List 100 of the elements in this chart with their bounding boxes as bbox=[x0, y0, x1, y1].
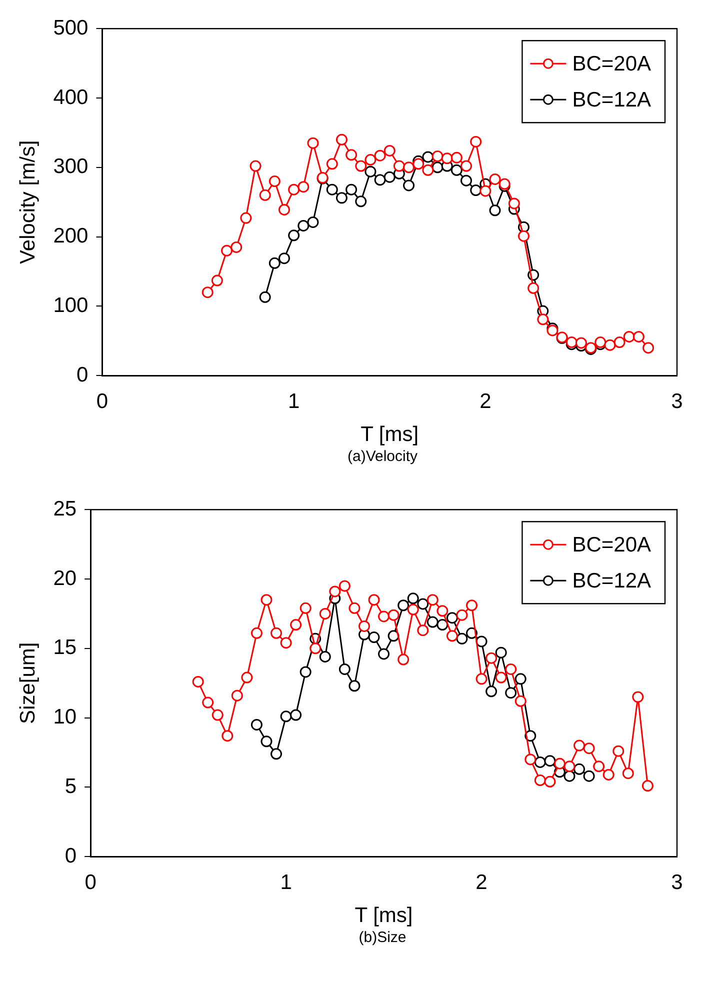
point bbox=[476, 636, 488, 648]
point bbox=[470, 136, 482, 148]
point bbox=[307, 216, 319, 228]
point bbox=[575, 337, 587, 349]
point bbox=[221, 244, 233, 256]
point bbox=[310, 642, 322, 654]
point bbox=[300, 602, 312, 614]
point bbox=[259, 189, 271, 201]
point bbox=[364, 154, 376, 166]
point bbox=[466, 600, 478, 612]
point bbox=[298, 220, 310, 232]
y-tick-label: 0 bbox=[64, 844, 77, 868]
point bbox=[192, 676, 204, 688]
point bbox=[544, 755, 556, 767]
point bbox=[240, 212, 252, 224]
point bbox=[290, 709, 302, 721]
point bbox=[241, 672, 253, 684]
point bbox=[632, 691, 644, 703]
point bbox=[288, 184, 300, 196]
point bbox=[260, 736, 272, 748]
point bbox=[358, 620, 370, 632]
point bbox=[436, 605, 448, 617]
point bbox=[374, 174, 386, 186]
point bbox=[336, 192, 348, 204]
point bbox=[348, 680, 360, 692]
point bbox=[355, 196, 367, 208]
point bbox=[460, 160, 472, 172]
point bbox=[260, 594, 272, 606]
point bbox=[486, 652, 498, 664]
point bbox=[642, 342, 654, 354]
point bbox=[486, 686, 498, 698]
point bbox=[398, 654, 410, 666]
point bbox=[384, 171, 396, 183]
point bbox=[374, 150, 386, 162]
y-tick-label: 0 bbox=[76, 363, 88, 386]
point bbox=[280, 710, 292, 722]
point bbox=[460, 174, 472, 186]
point bbox=[202, 696, 214, 708]
point bbox=[270, 748, 282, 760]
x-tick-label: 2 bbox=[476, 870, 488, 894]
x-axis-title: T [ms] bbox=[354, 904, 413, 928]
point bbox=[326, 158, 338, 170]
point bbox=[446, 612, 458, 624]
y-tick-label: 100 bbox=[53, 294, 88, 317]
point bbox=[534, 756, 546, 768]
point bbox=[514, 673, 526, 685]
point bbox=[346, 184, 358, 196]
point bbox=[278, 252, 290, 264]
point bbox=[622, 768, 634, 780]
point bbox=[450, 152, 462, 164]
point bbox=[231, 690, 243, 702]
point bbox=[470, 184, 482, 196]
point bbox=[574, 763, 586, 775]
text: (b)Size bbox=[358, 929, 408, 946]
point bbox=[329, 586, 341, 598]
point bbox=[319, 608, 331, 620]
x-tick-label: 2 bbox=[480, 390, 492, 413]
point bbox=[222, 730, 234, 742]
point bbox=[574, 740, 586, 752]
point bbox=[212, 709, 224, 721]
point bbox=[378, 610, 390, 622]
point bbox=[642, 780, 654, 792]
point bbox=[508, 198, 520, 210]
point bbox=[307, 137, 319, 149]
point bbox=[278, 204, 290, 216]
point bbox=[250, 718, 262, 730]
point bbox=[422, 151, 434, 163]
point bbox=[403, 162, 415, 174]
point bbox=[355, 160, 367, 172]
y-tick-label: 15 bbox=[53, 636, 77, 660]
y-tick-label: 20 bbox=[53, 566, 77, 590]
point bbox=[364, 166, 376, 178]
x-tick-label: 1 bbox=[280, 870, 292, 894]
point bbox=[426, 616, 438, 628]
point bbox=[250, 627, 262, 639]
point bbox=[288, 230, 300, 242]
point bbox=[338, 663, 350, 675]
point bbox=[417, 598, 429, 610]
point bbox=[518, 230, 530, 242]
point bbox=[270, 627, 282, 639]
point bbox=[403, 180, 415, 192]
point bbox=[298, 181, 310, 193]
point bbox=[407, 604, 419, 616]
point bbox=[417, 624, 429, 636]
point bbox=[300, 666, 312, 678]
x-tick-label: 3 bbox=[671, 390, 683, 413]
point bbox=[489, 173, 501, 185]
point bbox=[319, 650, 331, 662]
point bbox=[388, 609, 400, 621]
point bbox=[393, 160, 405, 172]
y-tick-label: 10 bbox=[53, 706, 77, 729]
text: (a)Velocity bbox=[346, 448, 419, 465]
point bbox=[480, 185, 492, 197]
point bbox=[268, 257, 280, 269]
point bbox=[230, 241, 242, 253]
point bbox=[441, 152, 453, 164]
y-tick-label: 300 bbox=[53, 155, 88, 178]
point bbox=[524, 754, 536, 766]
point bbox=[495, 646, 507, 658]
point bbox=[259, 291, 271, 303]
